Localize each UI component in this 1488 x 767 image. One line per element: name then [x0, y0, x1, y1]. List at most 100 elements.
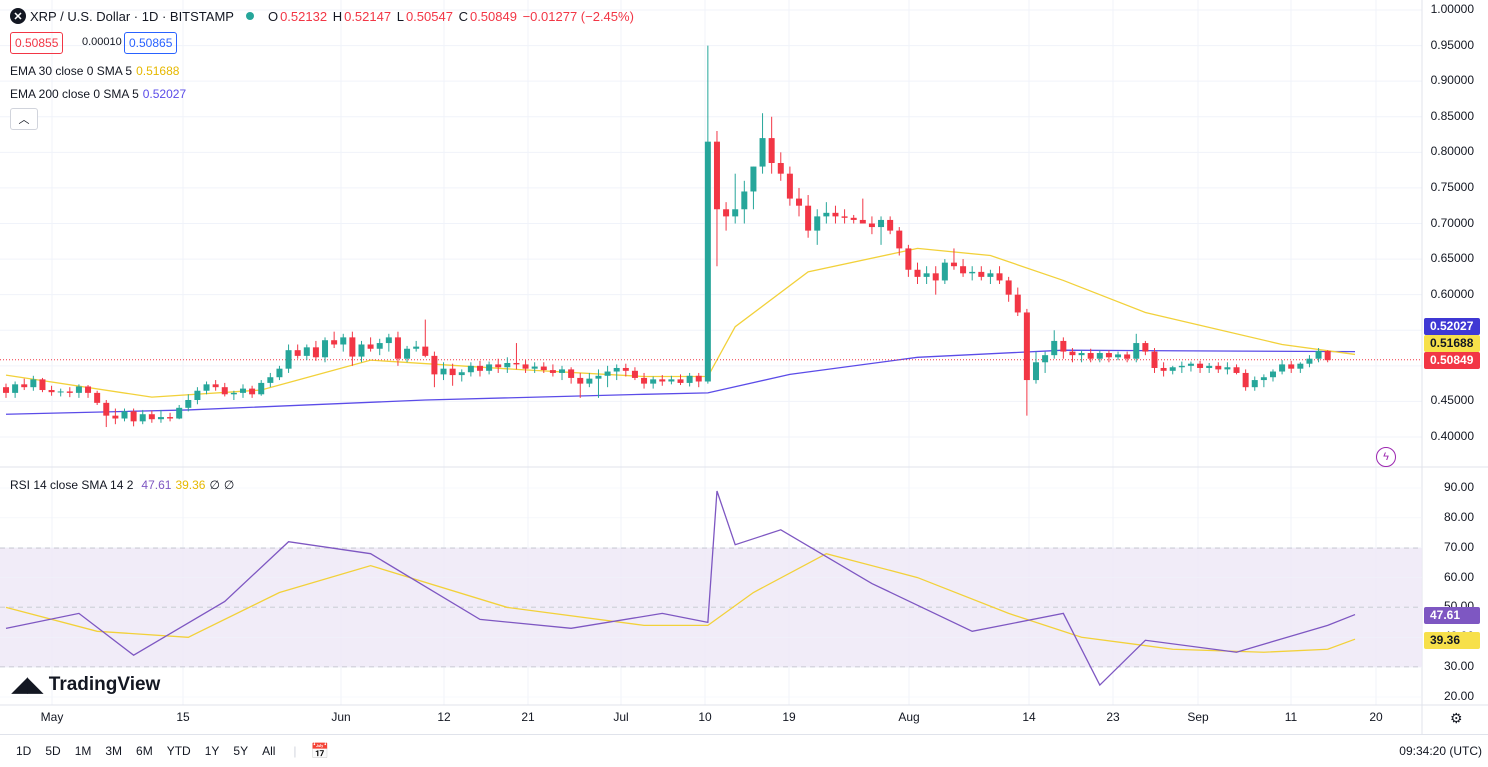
candle-body	[1042, 355, 1049, 363]
ema200-legend[interactable]: EMA 200 close 0 SMA 5 0.52027	[10, 87, 187, 101]
range-button-5d[interactable]: 5D	[45, 744, 61, 758]
candle-body	[486, 364, 493, 371]
rsi-tick-label: 90.00	[1443, 480, 1474, 494]
candle-body	[75, 386, 82, 393]
candle-body	[57, 391, 64, 393]
range-button-3m[interactable]: 3M	[105, 744, 123, 758]
rsi-sma-badge: 39.36	[1424, 632, 1480, 649]
candle-body	[932, 273, 939, 281]
candle-body	[258, 382, 265, 395]
candle-body	[1115, 354, 1122, 358]
candle-body	[1260, 377, 1267, 381]
range-button-6m[interactable]: 6M	[136, 744, 153, 758]
candle-body	[167, 417, 174, 419]
candle-body	[796, 198, 803, 206]
candle-body	[631, 370, 638, 378]
candle-body	[823, 212, 830, 217]
candle-body	[832, 212, 839, 217]
utc-clock[interactable]: 09:34:20 (UTC)	[1399, 744, 1482, 758]
candle-body	[1060, 340, 1067, 352]
range-button-all[interactable]: All	[262, 744, 276, 758]
lightning-icon[interactable]: ϟ	[1376, 447, 1396, 467]
candle-body	[139, 414, 146, 422]
candle-body	[1206, 365, 1213, 368]
rsi-tick-label: 20.00	[1443, 689, 1474, 703]
candle-body	[1324, 350, 1331, 361]
candle-body	[212, 384, 219, 388]
candle-body	[1242, 372, 1249, 388]
rsi-sma-line	[5, 552, 1356, 653]
candle-body	[1133, 343, 1140, 359]
candle-body	[331, 340, 338, 345]
candle-body	[1142, 343, 1149, 352]
rsi-legend[interactable]: RSI 14 close SMA 14 2 47.61 39.36 ∅ ∅	[10, 478, 235, 492]
price-tick-label: 0.45000	[1430, 393, 1474, 408]
candle-body	[905, 248, 912, 270]
ema200-value: 0.52027	[142, 87, 187, 101]
bottom-toolbar: 1D 5D 1M 3M 6M YTD 1Y 5Y All | 📅 09:34:20 (UTC)	[0, 734, 1488, 767]
time-tick-label: 10	[698, 710, 712, 724]
candle-body	[203, 384, 210, 391]
ema200-line	[5, 349, 1356, 415]
candle-body	[568, 369, 575, 378]
time-tick-label: 21	[521, 710, 535, 724]
collapse-legend-button[interactable]: ︿	[10, 108, 38, 130]
candle-body	[1269, 371, 1276, 378]
ema30-legend[interactable]: EMA 30 close 0 SMA 5 0.51688	[10, 64, 180, 78]
candle-body	[30, 379, 37, 388]
time-tick-label: May	[40, 710, 64, 724]
candle-body	[349, 337, 356, 357]
candle-body	[1005, 280, 1012, 295]
candle-body	[750, 166, 757, 192]
range-button-1d[interactable]: 1D	[16, 744, 32, 758]
price-tick-label: 0.65000	[1430, 251, 1474, 266]
candle-body	[48, 390, 55, 393]
range-button-1m[interactable]: 1M	[74, 744, 92, 758]
candle-body	[549, 370, 556, 373]
gear-icon[interactable]: ⚙	[1450, 710, 1463, 726]
time-tick-label: 12	[437, 710, 451, 724]
buy-price-button[interactable]: 0.50865	[124, 32, 178, 54]
candle-body	[394, 337, 401, 359]
candle-body	[777, 163, 784, 174]
price-tick-label: 0.90000	[1430, 73, 1474, 88]
price-tick-label: 0.75000	[1430, 179, 1474, 194]
candle-body	[723, 209, 730, 217]
range-button-5y[interactable]: 5Y	[233, 744, 249, 758]
candle-body	[559, 369, 566, 373]
candle-body	[294, 350, 301, 356]
sell-price-button[interactable]: 0.50855	[10, 32, 64, 54]
time-tick-label: Jun	[331, 710, 351, 724]
candle-body	[522, 364, 529, 369]
time-tick-label: 19	[782, 710, 796, 724]
range-button-ytd[interactable]: YTD	[166, 744, 191, 758]
candle-body	[768, 138, 775, 164]
tradingview-logo: ◢◣ TradingView	[12, 673, 161, 697]
calendar-icon[interactable]: 📅	[310, 743, 330, 760]
rsi-tick-label: 80.00	[1443, 509, 1474, 524]
price-tick-label: 0.85000	[1430, 108, 1474, 123]
candle-body	[21, 384, 28, 388]
candle-body	[577, 377, 584, 384]
candle-body	[1306, 358, 1313, 364]
candle-body	[157, 417, 164, 420]
candle-body	[340, 337, 347, 345]
candle-body	[814, 216, 821, 231]
time-tick-label: Jul	[613, 710, 629, 724]
range-button-1y[interactable]: 1Y	[204, 744, 220, 758]
candle-body	[422, 346, 429, 356]
candle-body	[941, 262, 948, 281]
last-price-badge: 0.50849	[1424, 352, 1480, 369]
price-tick-label: 0.80000	[1430, 144, 1474, 159]
candle-body	[704, 141, 711, 382]
candle-body	[759, 138, 766, 167]
symbol-legend[interactable]: ✕ XRP / U.S. Dollar · 1D · BITSTAMP O 0.5…	[10, 8, 636, 24]
candle-body	[531, 366, 538, 369]
candle-body	[367, 344, 374, 349]
tradingview-logo-icon: ◢◣	[12, 674, 43, 696]
candle-body	[112, 415, 119, 419]
candle-body	[1096, 353, 1103, 359]
candle-body	[458, 372, 465, 376]
candle-body	[121, 411, 128, 419]
